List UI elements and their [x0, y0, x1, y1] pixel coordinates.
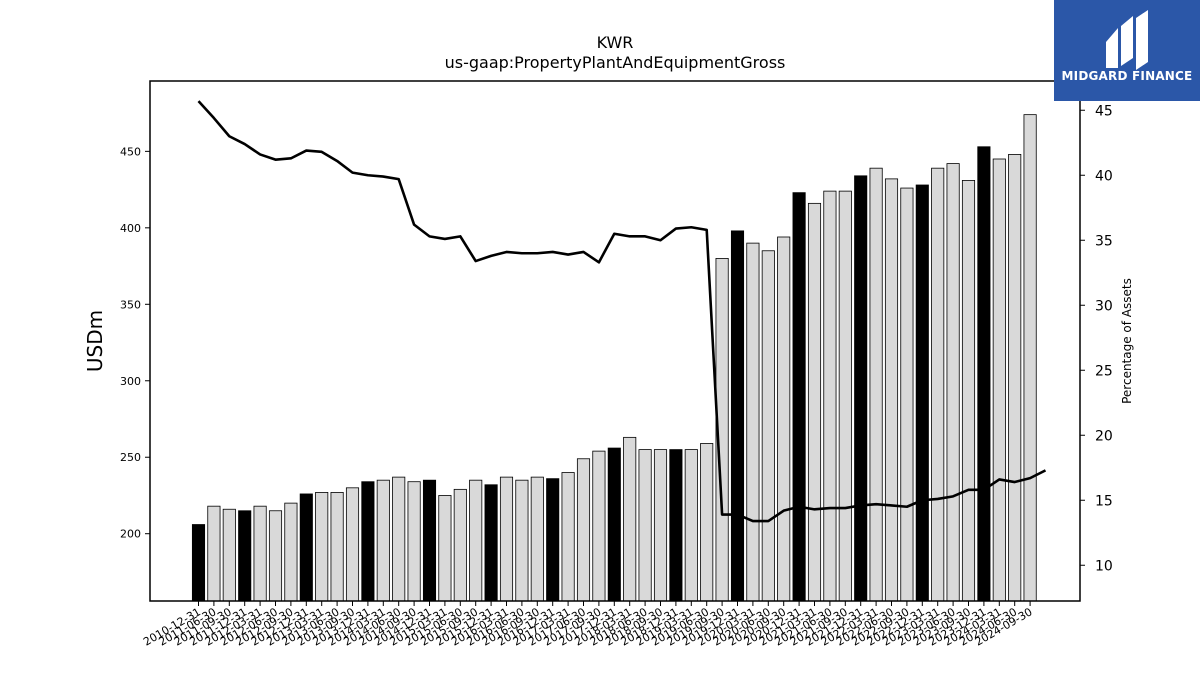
bar	[915, 184, 929, 602]
bar	[653, 449, 668, 602]
y2-tick-label: 30	[1095, 298, 1113, 314]
bar	[484, 484, 498, 602]
bar	[592, 450, 606, 602]
brand-logo: MIDGARD FINANCE	[1054, 0, 1200, 101]
bar	[315, 492, 329, 602]
bar	[422, 479, 437, 602]
bar	[638, 449, 652, 602]
bar	[222, 508, 236, 602]
y-axis-left: 200 250 300 350 400 450	[120, 145, 150, 541]
brand-name: MIDGARD FINANCE	[1061, 69, 1193, 83]
logo-mark-icon	[1106, 10, 1148, 70]
bar	[823, 190, 837, 602]
y2-tick-label: 35	[1095, 233, 1113, 249]
y2-tick-label: 15	[1095, 493, 1113, 509]
bar	[854, 175, 868, 602]
bar	[946, 163, 960, 602]
bar	[330, 492, 344, 602]
bar	[746, 242, 760, 602]
bar	[869, 167, 883, 602]
bar	[777, 236, 791, 602]
plot-frame	[149, 80, 1081, 602]
y-tick-label: 350	[120, 298, 141, 311]
bar	[392, 476, 406, 602]
bar	[884, 178, 899, 602]
bar	[684, 449, 698, 602]
bar	[207, 505, 221, 602]
bar	[530, 476, 544, 602]
bar	[576, 458, 591, 602]
bar	[499, 476, 514, 602]
y2-tick-label: 40	[1095, 168, 1113, 184]
bar	[407, 481, 421, 602]
y-tick-label: 300	[120, 375, 141, 388]
y-tick-label: 400	[120, 222, 141, 235]
bar	[761, 250, 775, 602]
bar	[361, 481, 375, 602]
x-axis: 2010-12-312011-06-302011-09-302011-12-31…	[141, 601, 1035, 649]
bar	[977, 146, 991, 602]
chart-subtitle: us-gaap:PropertyPlantAndEquipmentGross	[445, 53, 786, 72]
bars-group	[191, 114, 1037, 602]
y2-tick-label: 25	[1095, 363, 1113, 379]
bar	[807, 202, 822, 602]
bar	[453, 488, 467, 602]
bar	[900, 187, 914, 602]
y2-tick-label: 10	[1095, 558, 1113, 574]
bar	[253, 505, 267, 602]
bar	[1008, 154, 1022, 602]
y-axis-label: USDm	[83, 310, 107, 372]
bar	[238, 510, 252, 602]
bar	[1023, 114, 1037, 602]
bar	[546, 478, 560, 602]
bar	[838, 190, 852, 602]
bar	[438, 495, 452, 602]
line-group	[197, 100, 1047, 523]
chart-title: KWR	[597, 33, 634, 52]
bar	[607, 447, 621, 602]
bar	[992, 158, 1006, 602]
bar	[561, 472, 575, 602]
y2-tick-label: 20	[1095, 428, 1113, 444]
y2-axis-label: Percentage of Assets	[1120, 278, 1134, 404]
bar	[299, 493, 313, 602]
bar	[191, 524, 206, 602]
bar	[623, 436, 637, 602]
bar	[700, 443, 714, 602]
y-tick-label: 200	[120, 528, 141, 541]
bar	[376, 479, 390, 602]
bar	[961, 180, 976, 602]
y-axis-right: 10 15 20 25 30 35 40 45	[1080, 103, 1113, 574]
y-tick-label: 450	[120, 145, 141, 158]
y2-tick-label: 45	[1095, 103, 1113, 119]
bar	[792, 192, 806, 602]
y-tick-label: 250	[120, 451, 141, 464]
bar	[730, 230, 745, 602]
bar	[515, 479, 529, 602]
bar	[268, 510, 283, 602]
bar	[931, 167, 945, 602]
bar	[345, 487, 360, 602]
bar	[669, 449, 683, 602]
series-line-percentage	[197, 100, 1047, 523]
bar	[284, 502, 298, 602]
bar	[469, 479, 483, 602]
